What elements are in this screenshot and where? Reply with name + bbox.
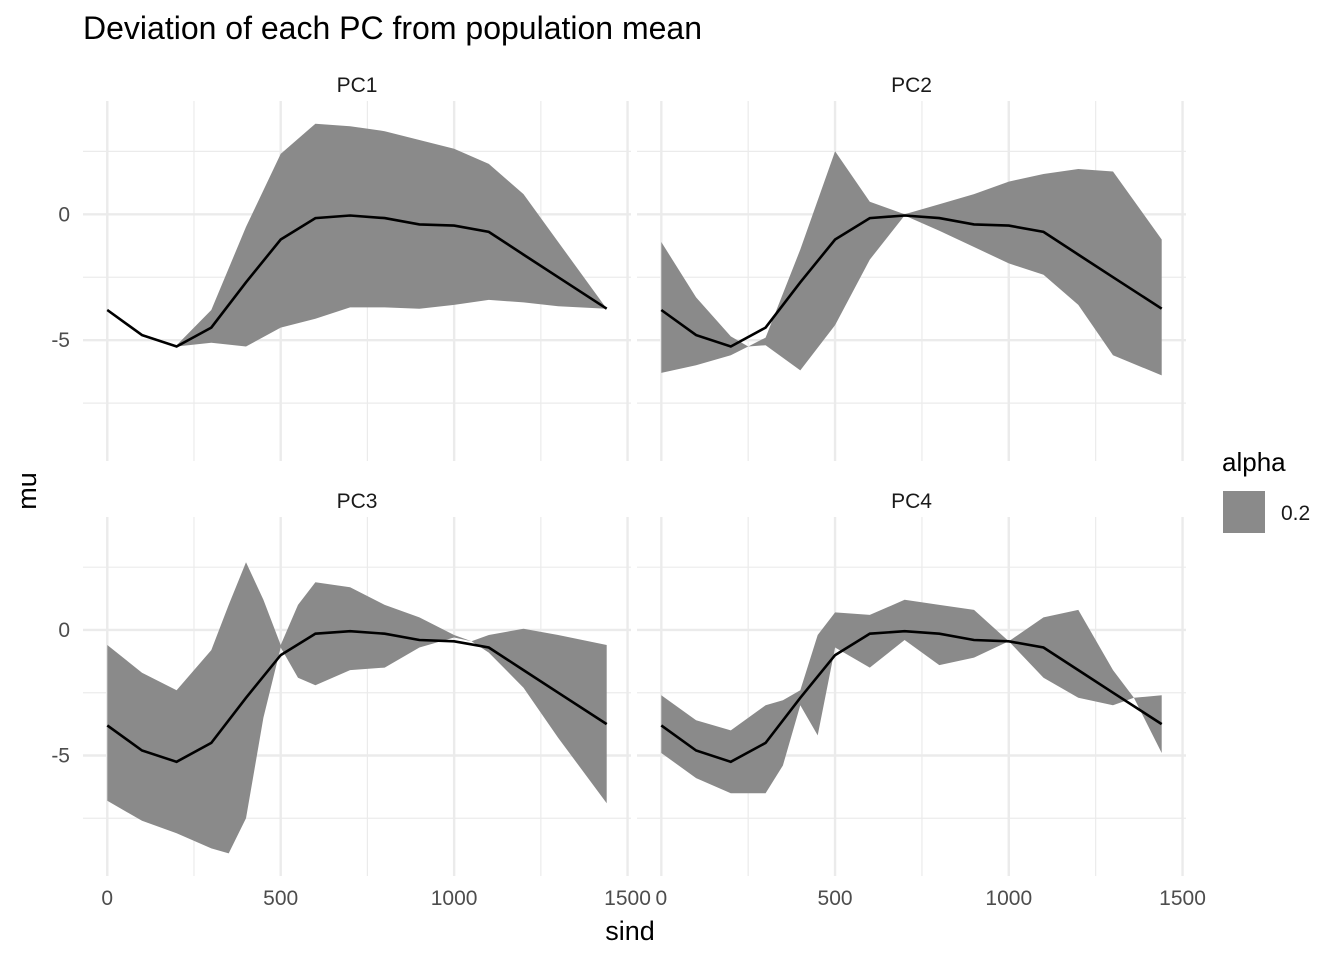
panel-pc1-strip-label: PC1	[337, 74, 378, 97]
panels-layer: PC1 -5 0 PC2 PC3 -5 0 0 500 1000 1500 PC4 0 500 1000 15…	[51, 74, 1206, 910]
x-tick-label: 500	[263, 887, 298, 910]
panel-pc3-mean-line	[106, 629, 608, 764]
legend: alpha 0.2	[1222, 447, 1310, 533]
y-tick-label: -5	[51, 329, 70, 352]
x-tick-label: 1500	[1159, 887, 1206, 910]
panel-pc4-ribbon	[661, 599, 1162, 794]
panel-pc1: PC1 -5 0	[51, 74, 631, 461]
panel-pc2-strip-label: PC2	[891, 74, 932, 97]
y-tick-label: -5	[51, 744, 70, 767]
panel-pc3-ribbon	[107, 562, 607, 854]
panel-pc3-strip-label: PC3	[337, 490, 378, 513]
legend-key	[1223, 491, 1265, 533]
x-tick-label: 0	[101, 887, 113, 910]
panel-pc4: PC4 0 500 1000 1500	[637, 490, 1206, 910]
y-axis-title: mu	[12, 472, 42, 510]
legend-title: alpha	[1222, 447, 1286, 477]
panel-pc2-mean-line	[660, 214, 1163, 348]
x-tick-label: 1000	[431, 887, 478, 910]
x-tick-label: 500	[818, 887, 853, 910]
x-tick-label: 1000	[985, 887, 1032, 910]
panel-pc3: PC3 -5 0 0 500 1000 1500	[51, 490, 651, 910]
panel-pc1-mean-line	[106, 214, 608, 348]
y-tick-label: 0	[58, 203, 70, 226]
x-tick-label: 0	[655, 887, 667, 910]
panel-pc4-mean-line	[660, 629, 1163, 764]
x-axis-title: sind	[605, 916, 655, 946]
legend-label: 0.2	[1281, 502, 1310, 525]
chart-title: Deviation of each PC from population mea…	[83, 10, 702, 46]
panel-pc2: PC2	[637, 74, 1186, 461]
panel-pc4-strip-label: PC4	[891, 490, 932, 513]
panel-pc2-ribbon	[661, 151, 1162, 376]
panel-pc1-ribbon	[107, 123, 607, 347]
y-tick-label: 0	[58, 619, 70, 642]
x-tick-label: 1500	[604, 887, 651, 910]
